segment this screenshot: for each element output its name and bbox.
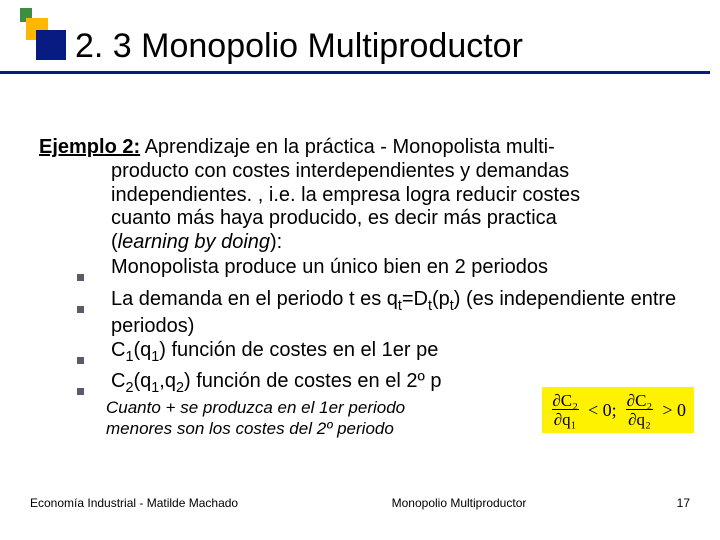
bullet-text-1: Monopolista produce un único bien en 2 p… bbox=[111, 256, 681, 280]
math-highlight: ∂C₂ ∂q₁ < 0; ∂C₂ ∂q₂ > 0 bbox=[542, 387, 694, 433]
decor-blue-square bbox=[36, 30, 66, 60]
slide: 2. 3 Monopolio Multiproductor Ejemplo 2:… bbox=[0, 0, 720, 540]
list-item: La demanda en el periodo t es qt=Dt(pt) … bbox=[77, 288, 681, 339]
bullet-icon bbox=[77, 370, 111, 402]
bullet-list: Monopolista produce un único bien en 2 p… bbox=[39, 256, 681, 401]
bullet-icon bbox=[77, 288, 111, 320]
slide-title: 2. 3 Monopolio Multiproductor bbox=[75, 28, 685, 65]
slide-body: Ejemplo 2: Aprendizaje en la práctica - … bbox=[35, 136, 685, 401]
example-label: Ejemplo 2: bbox=[39, 136, 140, 158]
footer-topic: Monopolio Multiproductor bbox=[327, 496, 591, 510]
intro-line2: producto con costes interdependientes y … bbox=[39, 160, 681, 184]
bullet-icon bbox=[77, 339, 111, 371]
fraction-2: ∂C₂ ∂q₂ bbox=[625, 392, 655, 428]
title-decoration bbox=[20, 8, 60, 70]
math-op-2: > 0 bbox=[662, 400, 686, 421]
intro-line4: cuanto más haya producido, es decir más … bbox=[39, 207, 681, 231]
footer-page-number: 17 bbox=[591, 496, 690, 510]
intro-line3: independientes. , i.e. la empresa logra … bbox=[39, 184, 681, 208]
footer-author: Economía Industrial - Matilde Machado bbox=[30, 496, 327, 510]
overlay-note-2: menores son los costes del 2º periodo bbox=[106, 419, 394, 439]
fraction-1: ∂C₂ ∂q₁ bbox=[550, 392, 580, 428]
bullet-text-2: La demanda en el periodo t es qt=Dt(pt) … bbox=[111, 288, 681, 339]
bullet-text-3: C1(q1) función de costes en el 1er pe bbox=[111, 339, 681, 366]
intro-paragraph: Ejemplo 2: Aprendizaje en la práctica - … bbox=[39, 136, 681, 254]
title-underline bbox=[0, 71, 710, 74]
list-item: C1(q1) función de costes en el 1er pe bbox=[77, 339, 681, 371]
math-op-1: < 0; bbox=[588, 400, 617, 421]
slide-footer: Economía Industrial - Matilde Machado Mo… bbox=[0, 496, 720, 510]
list-item: Monopolista produce un único bien en 2 p… bbox=[77, 256, 681, 288]
title-block: 2. 3 Monopolio Multiproductor bbox=[35, 28, 685, 65]
intro-line5: (learning by doing): bbox=[39, 231, 681, 255]
overlay-note-1: Cuanto + se produzca en el 1er periodo bbox=[106, 398, 405, 418]
intro-line1-rest: Aprendizaje en la práctica - Monopolista… bbox=[140, 136, 555, 158]
bullet-icon bbox=[77, 256, 111, 288]
